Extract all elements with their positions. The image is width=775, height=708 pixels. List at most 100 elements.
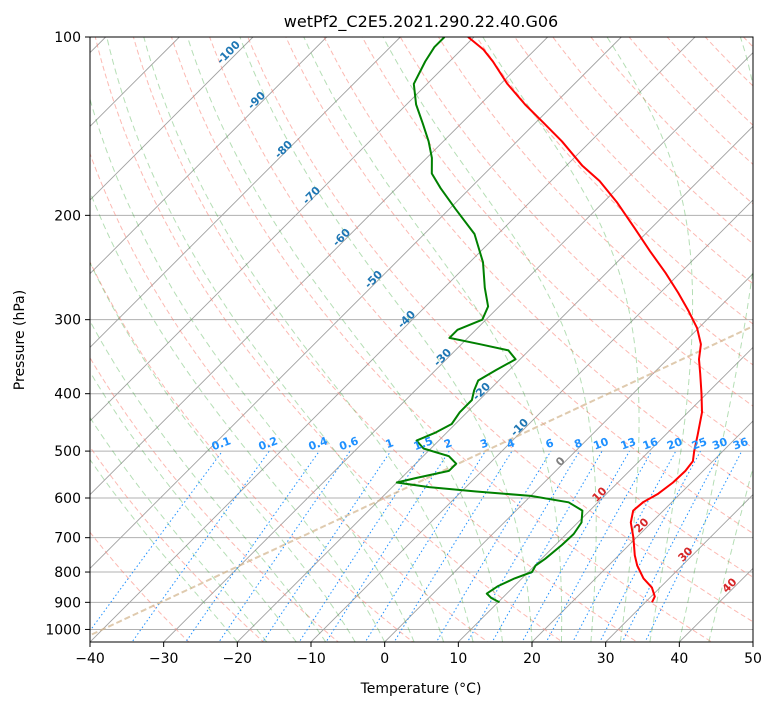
moist-adiabat xyxy=(90,370,297,642)
isotherm-line xyxy=(384,273,753,642)
x-tick-label: 0 xyxy=(380,651,389,667)
dry-adiabat xyxy=(170,37,713,642)
dry-adiabat xyxy=(90,446,265,642)
moist-adiabat xyxy=(90,416,268,642)
mixing-ratio-label: 4 xyxy=(505,436,517,451)
plot-frame xyxy=(89,36,754,643)
x-tick-label: −20 xyxy=(223,651,253,667)
background-lines xyxy=(90,37,753,642)
x-tick-label: 20 xyxy=(523,651,541,667)
mixing-ratio-label: 0.1 xyxy=(210,434,233,453)
x-tick-label: −30 xyxy=(149,651,179,667)
mixing-ratio-label: 8 xyxy=(572,436,584,451)
isotherm-line xyxy=(237,125,753,642)
y-tick-label: 600 xyxy=(54,491,81,507)
mixing-ratio-line xyxy=(325,450,450,642)
isotherm-line xyxy=(605,494,753,642)
mixing-ratio-line xyxy=(298,450,425,642)
mixing-ratio-line xyxy=(435,450,552,642)
mixing-ratio-label: 1 xyxy=(384,436,396,451)
dry-adiabat xyxy=(285,37,753,535)
moist-adiabat xyxy=(678,37,753,642)
isotherm-line xyxy=(90,37,401,348)
temperature-line xyxy=(467,37,703,603)
mixing-ratio-label: 3 xyxy=(478,436,490,451)
x-tick-label: −10 xyxy=(296,651,326,667)
isotherm-line xyxy=(90,37,327,275)
moist-adiabat xyxy=(482,37,640,642)
mixing-ratio-label: 13 xyxy=(619,435,638,452)
mixing-ratio-label: 0.4 xyxy=(307,434,330,453)
y-tick-label: 200 xyxy=(54,208,81,224)
y-tick-label: 500 xyxy=(54,444,81,460)
mixing-ratio-label: 16 xyxy=(641,435,660,453)
isotherm-line xyxy=(90,37,696,642)
isotherm-line xyxy=(90,37,622,569)
moist-adiabat xyxy=(90,97,415,642)
axes: −40 −30 −20 −10 0 10 20 30 40 5010020030040050060… xyxy=(45,30,762,667)
moist-adiabat xyxy=(90,320,327,642)
mixing-ratio-line xyxy=(466,450,580,642)
x-tick-label: 10 xyxy=(449,651,467,667)
y-tick-label: 800 xyxy=(54,565,81,581)
dry-adiabat xyxy=(90,531,190,642)
mixing-ratio-line xyxy=(545,450,653,642)
mixing-ratio-label: 10 xyxy=(592,435,611,453)
dewpoint-line xyxy=(395,37,584,604)
dry-adiabat xyxy=(514,37,753,285)
y-tick-label: 300 xyxy=(54,313,81,329)
moist-adiabat xyxy=(708,465,753,642)
moist-adiabat xyxy=(90,458,238,642)
mixing-ratio-label: 2 xyxy=(442,436,454,451)
profile-lines xyxy=(395,37,703,604)
mixing-ratio-label: 1.5 xyxy=(412,434,435,453)
isotherm-line xyxy=(163,52,753,642)
moist-adiabat xyxy=(90,261,356,642)
mixing-ratio-line xyxy=(364,450,486,642)
mixing-ratio-line xyxy=(218,450,351,642)
isotherm-line xyxy=(310,199,753,642)
y-tick-label: 100 xyxy=(54,30,81,46)
dry-adiabat xyxy=(476,37,753,325)
moist-adiabat xyxy=(239,37,533,642)
x-tick-label: 40 xyxy=(670,651,688,667)
mixing-ratio-label: 6 xyxy=(544,436,556,451)
dry-adiabat xyxy=(361,37,753,449)
mixing-ratio-line xyxy=(262,450,392,642)
isotherm-line xyxy=(458,346,753,642)
moist-adiabat xyxy=(143,37,474,642)
x-tick-label: 50 xyxy=(744,651,762,667)
isotherm-line xyxy=(90,37,548,496)
x-axis-label: Temperature (°C) xyxy=(360,681,482,697)
y-axis-label: Pressure (hPa) xyxy=(12,290,28,390)
dry-adiabat xyxy=(132,37,638,642)
dry-adiabat xyxy=(94,37,564,642)
mixing-ratio-line xyxy=(393,450,513,642)
mixing-ratio-label: 25 xyxy=(690,435,709,452)
mixing-ratio-label: 30 xyxy=(710,435,729,453)
moist-adiabat xyxy=(106,37,445,642)
x-tick-label: 30 xyxy=(597,651,615,667)
dry-adiabat xyxy=(399,37,753,407)
mixing-ratio-line xyxy=(131,450,270,642)
y-tick-label: 400 xyxy=(54,387,81,403)
x-tick-label: −40 xyxy=(75,651,105,667)
isotherm-line xyxy=(90,37,475,422)
dry-adiabat xyxy=(209,37,753,623)
reference-curve xyxy=(90,325,753,637)
y-tick-label: 900 xyxy=(54,595,81,611)
isotherm-line xyxy=(90,37,254,201)
moist-adiabat xyxy=(90,190,386,642)
mixing-ratio-label: 20 xyxy=(665,435,684,453)
dry-adiabat xyxy=(90,260,414,642)
mixing-ratio-label: 36 xyxy=(731,435,750,453)
mixing-ratio-label: 0.6 xyxy=(338,434,361,453)
y-tick-label: 700 xyxy=(54,531,81,547)
y-tick-label: 1000 xyxy=(45,622,81,638)
mixing-ratio-line xyxy=(599,450,701,642)
mixing-ratio-label: 0.2 xyxy=(257,434,280,453)
chart-title: wetPf2_C2E5.2021.290.22.40.G06 xyxy=(284,12,558,32)
moist-adiabat xyxy=(382,37,597,642)
